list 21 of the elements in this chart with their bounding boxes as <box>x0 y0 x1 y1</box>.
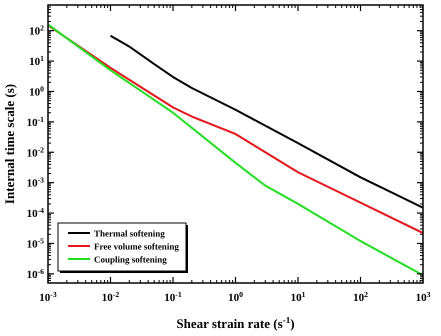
y-tick-label: 10$^{1}$ <box>29 54 44 68</box>
y-tick-label: 10$^{-5}$ <box>26 236 44 250</box>
y-tick-label: 10$^{0}$ <box>29 84 44 98</box>
y-tick-label: 10$^{-4}$ <box>26 206 44 220</box>
y-axis-title: Internal time scale (s) <box>2 84 17 204</box>
x-tick-label: 10$^{3}$ <box>416 290 431 304</box>
y-tick-label: 10$^{2}$ <box>29 23 44 38</box>
y-tick-label: 10$^{-2}$ <box>26 144 44 160</box>
y-tick-label: 10$^{-1}$ <box>26 114 44 129</box>
x-tick-label: 10$^{1}$ <box>290 290 306 304</box>
y-tick-label: 10$^{-6}$ <box>26 266 44 281</box>
y-tick-label: 10$^{-3}$ <box>26 175 44 190</box>
x-tick-label: 10$^{-3}$ <box>39 290 57 304</box>
legend-label: Coupling softening <box>94 254 168 264</box>
x-axis-title: Shear strain rate (s$^{-1}$) <box>176 315 295 331</box>
legend-label: Free volume softening <box>94 242 180 252</box>
x-tick-label: 10$^{2}$ <box>353 290 368 304</box>
x-tick-label: 10$^{0}$ <box>228 290 244 304</box>
x-tick-label: 10$^{-2}$ <box>102 290 120 304</box>
legend-label: Thermal softening <box>94 228 166 238</box>
x-tick-label: 10$^{-1}$ <box>164 290 182 304</box>
